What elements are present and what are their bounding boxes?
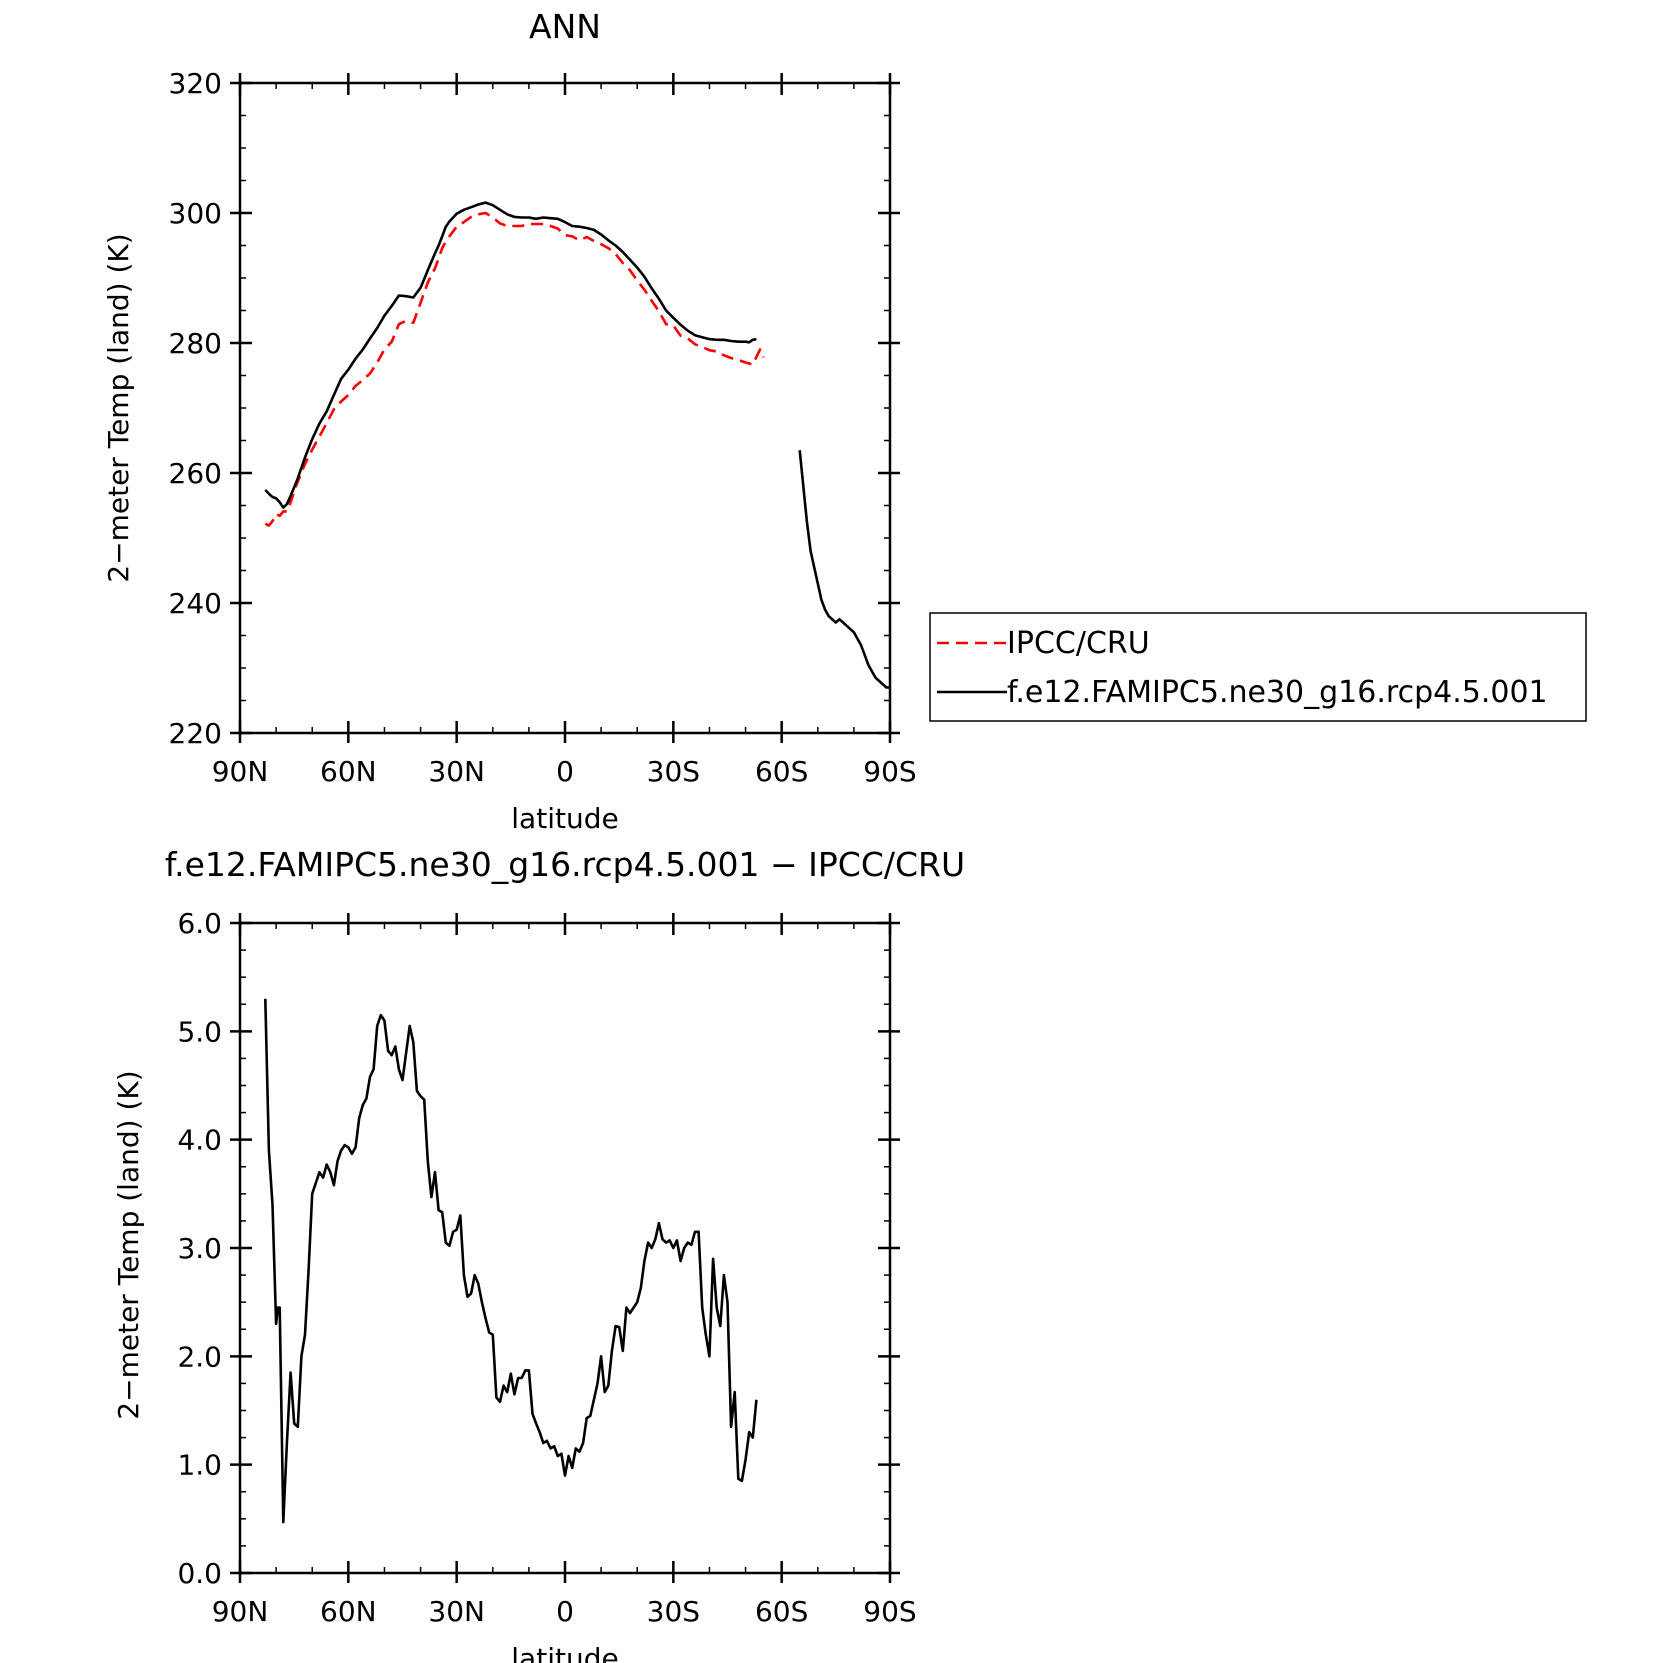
bottom-chart-y-tick-label: 3.0	[177, 1232, 222, 1265]
top-chart-series	[264, 201, 890, 689]
bottom-chart-x-tick-label: 30N	[428, 1595, 485, 1628]
bottom-chart-y-axis-label: 2−meter Temp (land) (K)	[112, 1070, 145, 1419]
top-chart-axes: 90N 60N 30N 0 30S 60S 90S 220 240 260 280 300 320	[169, 67, 917, 788]
top-chart-x-tick-label: 60N	[320, 755, 377, 788]
top-chart-x-axis-label: latitude	[511, 802, 618, 835]
top-chart-series-line-f-e12-famipc5-ne30-g16-rcp4-5-001-segment-1	[264, 201, 757, 509]
top-chart-series-line-ipcc-cru-segment-1	[264, 211, 765, 527]
top-chart-y-tick-label: 240	[169, 587, 222, 620]
bottom-chart-panel: f.e12.FAMIPC5.ne30_g16.rcp4.5.001 − IPCC…	[112, 845, 965, 1663]
bottom-chart-y-tick-label: 5.0	[177, 1015, 222, 1048]
top-chart-y-tick-label: 280	[169, 327, 222, 360]
bottom-chart-y-tick-label: 2.0	[177, 1340, 222, 1373]
legend-box	[929, 612, 1587, 722]
top-chart-y-tick-label: 260	[169, 457, 222, 490]
legend: IPCC/CRU f.e12.FAMIPC5.ne30_g16.rcp4.5.0…	[929, 612, 1587, 722]
top-chart-plot-frame	[238, 81, 892, 735]
top-chart-x-tick-label: 30N	[428, 755, 485, 788]
top-chart-series-line-f-e12-famipc5-ne30-g16-rcp4-5-001-segment-2	[798, 450, 890, 689]
bottom-chart-y-tick-label: 4.0	[177, 1124, 222, 1157]
bottom-chart-series-line-difference-segment-1	[264, 998, 758, 1524]
bottom-chart-x-tick-label: 0	[556, 1595, 574, 1628]
bottom-chart-series	[264, 998, 758, 1524]
top-chart-y-axis-label: 2−meter Temp (land) (K)	[102, 233, 135, 582]
bottom-chart-axes: 90N 60N 30N 0 30S 60S 90S 0.0 1.0 2.0 3.0 4.0 5.0 6.0	[177, 907, 916, 1628]
top-chart-x-tick-label: 90S	[863, 755, 916, 788]
top-chart-title: ANN	[529, 7, 601, 46]
bottom-chart-x-tick-label: 60N	[320, 1595, 377, 1628]
bottom-chart-y-tick-label: 6.0	[177, 907, 222, 940]
legend-label-model: f.e12.FAMIPC5.ne30_g16.rcp4.5.001	[1007, 675, 1548, 710]
bottom-chart-x-tick-label: 90S	[863, 1595, 916, 1628]
bottom-chart-y-tick-label: 0.0	[177, 1557, 222, 1590]
top-chart-x-tick-label: 0	[556, 755, 574, 788]
bottom-chart-y-tick-label: 1.0	[177, 1449, 222, 1482]
top-chart-panel: ANN 90N 60N 30N 0 30S 60S 90S 220 240 260 280 300 32…	[102, 7, 1587, 835]
bottom-chart-x-tick-label: 60S	[755, 1595, 808, 1628]
bottom-chart-x-tick-label: 30S	[647, 1595, 700, 1628]
top-chart-y-tick-label: 320	[169, 67, 222, 100]
bottom-chart-x-axis-label: latitude	[511, 1642, 618, 1663]
bottom-chart-x-tick-label: 90N	[212, 1595, 269, 1628]
bottom-chart-title: f.e12.FAMIPC5.ne30_g16.rcp4.5.001 − IPCC…	[165, 845, 965, 884]
top-chart-y-tick-label: 300	[169, 197, 222, 230]
top-chart-x-tick-label: 90N	[212, 755, 269, 788]
top-chart-x-tick-label: 30S	[647, 755, 700, 788]
top-chart-y-tick-label: 220	[169, 717, 222, 750]
legend-label-ipcc-cru: IPCC/CRU	[1007, 626, 1150, 661]
top-chart-x-tick-label: 60S	[755, 755, 808, 788]
